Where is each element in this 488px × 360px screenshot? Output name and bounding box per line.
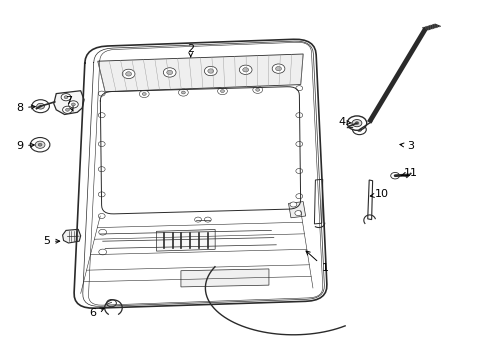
Circle shape: [98, 167, 105, 172]
Polygon shape: [156, 230, 215, 251]
Text: 6: 6: [89, 308, 104, 318]
Text: 8: 8: [16, 103, 35, 113]
Circle shape: [295, 86, 302, 91]
Circle shape: [98, 192, 105, 197]
Circle shape: [217, 87, 227, 95]
Polygon shape: [181, 269, 268, 287]
Circle shape: [163, 68, 176, 77]
Circle shape: [64, 96, 68, 99]
Circle shape: [99, 229, 106, 235]
Text: 3: 3: [399, 141, 413, 151]
Circle shape: [181, 91, 185, 94]
Circle shape: [122, 69, 135, 78]
Circle shape: [242, 68, 248, 72]
Polygon shape: [54, 91, 84, 114]
Circle shape: [390, 172, 399, 179]
Circle shape: [106, 300, 116, 307]
Circle shape: [68, 101, 78, 108]
Text: 2: 2: [187, 44, 194, 57]
Circle shape: [255, 88, 259, 91]
Circle shape: [346, 116, 366, 130]
Circle shape: [272, 64, 285, 73]
Circle shape: [356, 128, 361, 131]
Circle shape: [142, 93, 146, 95]
Circle shape: [61, 94, 71, 101]
Text: 10: 10: [369, 189, 387, 199]
Circle shape: [239, 65, 251, 75]
Circle shape: [98, 213, 105, 219]
Circle shape: [62, 106, 72, 113]
Circle shape: [178, 89, 188, 96]
Circle shape: [65, 108, 69, 111]
Circle shape: [275, 67, 281, 71]
Text: 11: 11: [400, 168, 417, 178]
Circle shape: [35, 141, 45, 148]
Circle shape: [204, 217, 211, 222]
Circle shape: [32, 100, 49, 113]
Circle shape: [294, 211, 301, 216]
Text: 4: 4: [338, 117, 351, 127]
Circle shape: [194, 217, 201, 222]
Circle shape: [139, 90, 149, 98]
Text: 1: 1: [305, 251, 328, 273]
Polygon shape: [288, 202, 305, 218]
Circle shape: [295, 194, 302, 199]
Circle shape: [295, 141, 302, 147]
Polygon shape: [62, 229, 81, 243]
Circle shape: [351, 120, 361, 127]
Circle shape: [352, 125, 366, 135]
Circle shape: [204, 66, 217, 76]
Polygon shape: [98, 54, 303, 92]
Circle shape: [37, 103, 44, 109]
Circle shape: [166, 70, 172, 75]
Circle shape: [71, 103, 75, 106]
Circle shape: [98, 113, 105, 118]
Circle shape: [98, 91, 105, 96]
Circle shape: [295, 168, 302, 174]
Circle shape: [38, 143, 42, 146]
Circle shape: [252, 86, 262, 93]
Circle shape: [98, 141, 105, 147]
Text: 7: 7: [65, 96, 73, 111]
Circle shape: [354, 122, 358, 125]
Text: 5: 5: [43, 236, 60, 246]
Circle shape: [99, 249, 106, 255]
Circle shape: [289, 202, 296, 207]
Circle shape: [295, 113, 302, 118]
Circle shape: [207, 69, 213, 73]
Circle shape: [125, 72, 131, 76]
Circle shape: [30, 138, 50, 152]
Text: 9: 9: [16, 141, 34, 151]
Circle shape: [220, 90, 224, 93]
